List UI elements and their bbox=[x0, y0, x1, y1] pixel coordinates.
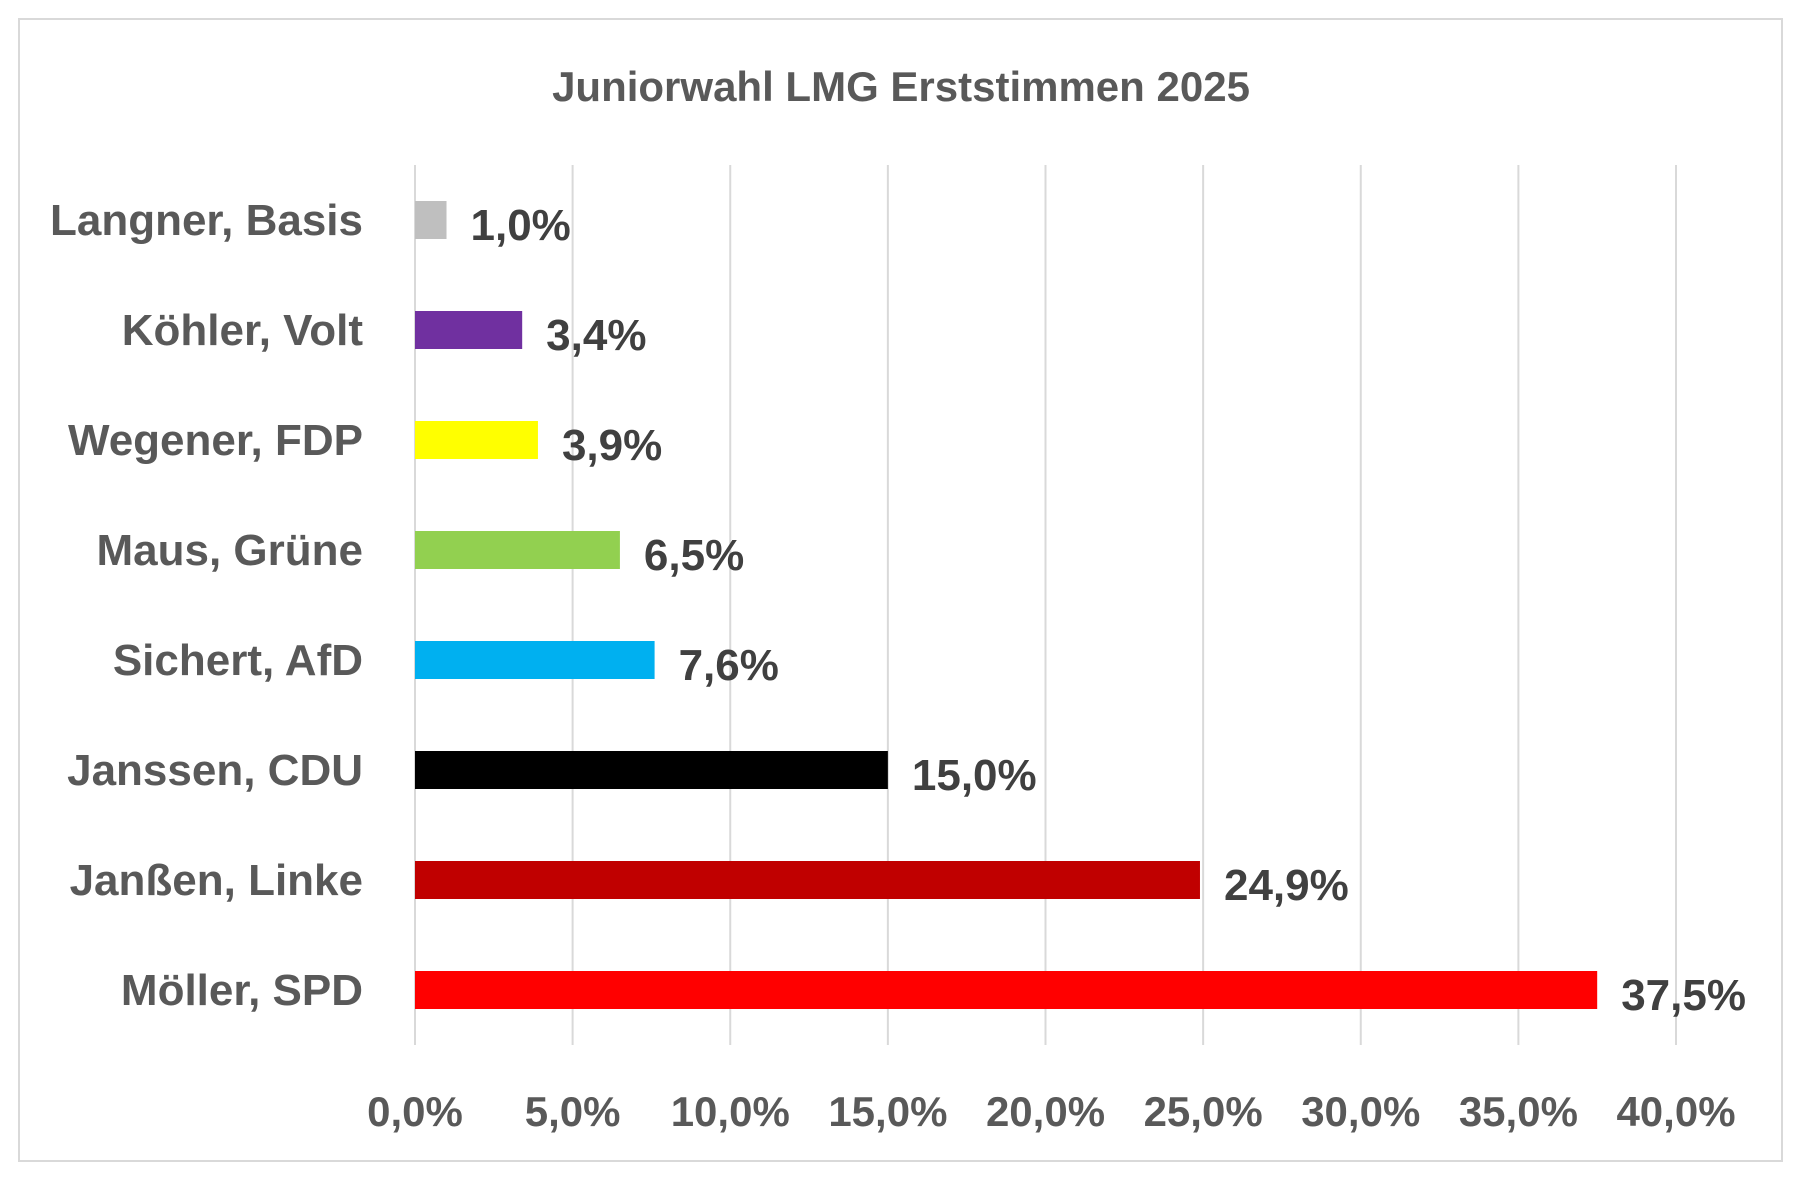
data-label: 3,9% bbox=[562, 421, 662, 470]
data-label: 37,5% bbox=[1621, 971, 1746, 1020]
category-label: Maus, Grüne bbox=[97, 526, 364, 575]
category-label: Wegener, FDP bbox=[68, 416, 363, 465]
category-labels: Langner, Basis Köhler, Volt Wegener, FDP Ma… bbox=[50, 196, 363, 1015]
data-label: 1,0% bbox=[471, 201, 571, 250]
chart-title: Juniorwahl LMG Erststimmen 2025 bbox=[552, 63, 1250, 110]
bar bbox=[415, 971, 1598, 1009]
category-label: Janßen, Linke bbox=[70, 856, 363, 905]
category-label: Sichert, AfD bbox=[113, 636, 363, 685]
x-tick-label: 20,0% bbox=[986, 1088, 1105, 1135]
x-tick-label: 0,0% bbox=[367, 1088, 463, 1135]
x-tick-label: 40,0% bbox=[1616, 1088, 1735, 1135]
x-tick-label: 35,0% bbox=[1459, 1088, 1578, 1135]
x-tick-label: 25,0% bbox=[1144, 1088, 1263, 1135]
x-tick-label: 5,0% bbox=[525, 1088, 621, 1135]
data-label: 7,6% bbox=[679, 641, 779, 690]
data-label: 15,0% bbox=[912, 751, 1037, 800]
bar bbox=[415, 861, 1200, 899]
category-label: Köhler, Volt bbox=[122, 306, 364, 355]
data-labels: 1,0% 3,4% 3,9% 6,5% 7,6% 15,0% 24,9% 37,5% bbox=[471, 201, 1746, 1020]
bar bbox=[415, 201, 447, 239]
bar bbox=[415, 531, 620, 569]
bar bbox=[415, 751, 888, 789]
x-axis-tick-labels: 0,0% 5,0% 10,0% 15,0% 20,0% 25,0% 30,0% 35,0% 40… bbox=[367, 1088, 1735, 1135]
data-label: 3,4% bbox=[546, 311, 646, 360]
bar bbox=[415, 421, 538, 459]
data-label: 6,5% bbox=[644, 531, 744, 580]
data-label: 24,9% bbox=[1224, 861, 1349, 910]
bar bbox=[415, 311, 523, 349]
x-tick-label: 15,0% bbox=[828, 1088, 947, 1135]
bars bbox=[415, 201, 1598, 1009]
category-label: Janssen, CDU bbox=[67, 746, 363, 795]
category-label: Langner, Basis bbox=[50, 196, 363, 245]
category-label: Möller, SPD bbox=[121, 966, 363, 1015]
x-tick-label: 10,0% bbox=[671, 1088, 790, 1135]
gridlines bbox=[414, 165, 1677, 1045]
bar bbox=[415, 641, 655, 679]
x-tick-label: 30,0% bbox=[1301, 1088, 1420, 1135]
